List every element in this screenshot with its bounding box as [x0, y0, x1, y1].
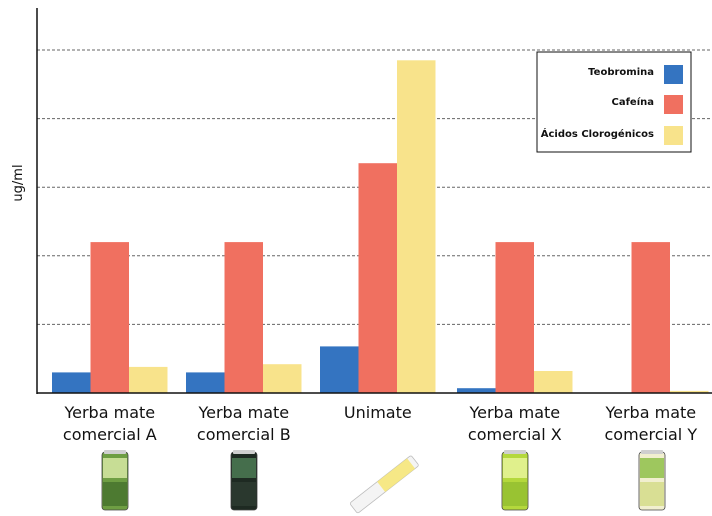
- bar-cafe-na-4: [631, 242, 670, 393]
- y-axis-label: ug/ml: [11, 164, 26, 201]
- legend-swatch-1: [664, 95, 683, 114]
- bar--cidos-clorog-nicos-2: [397, 60, 436, 394]
- legend-swatch-2: [664, 126, 683, 145]
- legend-label-2: Ácidos Clorogénicos: [541, 127, 654, 140]
- can-x-image: [501, 450, 529, 511]
- axes: ug/ml: [11, 8, 712, 394]
- category-label-2-line-0: Unimate: [344, 403, 412, 422]
- unimate-stick-image: [349, 455, 419, 514]
- category-label-0-line-1: comercial A: [63, 425, 157, 444]
- legend-swatch-0: [664, 65, 683, 84]
- bar--cidos-clorog-nicos-3: [534, 371, 573, 393]
- can-y-image: [638, 450, 666, 511]
- bar-cafe-na-3: [495, 242, 534, 393]
- legend: Teobromina Cafeína Ácidos Clorogénicos: [536, 51, 692, 153]
- bar--cidos-clorog-nicos-1: [263, 364, 302, 393]
- bar--cidos-clorog-nicos-0: [129, 366, 168, 393]
- bar-cafe-na-1: [224, 242, 263, 393]
- category-label-0-line-0: Yerba mate: [63, 403, 155, 422]
- bars: [52, 60, 709, 394]
- category-label-4-line-1: comercial Y: [605, 425, 698, 444]
- bar-cafe-na-2: [358, 163, 397, 393]
- bar-cafe-na-0: [90, 242, 129, 393]
- legend-label-0: Teobromina: [588, 67, 654, 78]
- can-b-image: [230, 450, 258, 511]
- product-images: [101, 450, 666, 514]
- category-label-1-line-1: comercial B: [197, 425, 291, 444]
- bar-teobromina-2: [320, 346, 359, 393]
- legend-label-1: Cafeína: [611, 96, 654, 108]
- bar-teobromina-3: [457, 388, 496, 393]
- bar-teobromina-1: [186, 372, 225, 393]
- can-a-image: [101, 450, 129, 511]
- category-label-1-line-0: Yerba mate: [197, 403, 289, 422]
- category-labels: Yerba mate comercial A Yerba mate comercial…: [63, 403, 697, 444]
- category-label-4-line-0: Yerba mate: [604, 403, 696, 422]
- bar-teobromina-0: [52, 372, 91, 393]
- category-label-3-line-0: Yerba mate: [468, 403, 560, 422]
- category-label-3-line-1: comercial X: [468, 425, 562, 444]
- bar--cidos-clorog-nicos-4: [670, 390, 709, 393]
